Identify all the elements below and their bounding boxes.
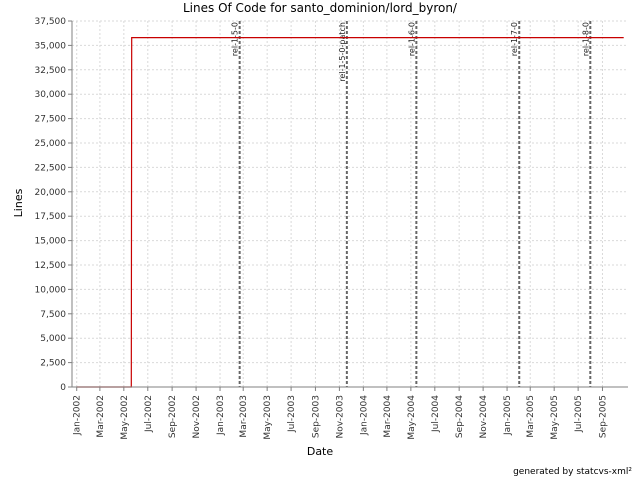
y-tick-label: 32,500 [35,66,67,76]
x-tick-label: Jul-2004 [431,395,441,433]
release-marker-label: rel-1-6-0 [407,22,416,56]
x-tick-label: May-2002 [120,395,130,440]
gridlines [72,20,628,388]
y-tick-label: 20,000 [35,188,67,198]
release-marker-label: rel-1-5-0 [231,22,240,56]
x-tick-label: Jan-2003 [216,395,226,436]
y-tick-label: 37,500 [35,17,67,27]
y-axis-ticks: 0 2,500 5,000 7,500 10,000 12,500 15,000 17,500… [35,17,72,393]
y-tick-label: 5,000 [40,334,66,344]
x-tick-label: Jan-2002 [73,395,83,436]
y-tick-label: 27,500 [35,115,67,125]
series-layer [76,36,624,388]
release-marker-label: rel-1-5-0-patch [338,22,347,82]
y-tick-label: 7,500 [40,310,66,320]
x-axis-label: Date [307,445,334,458]
y-tick-label: 12,500 [35,261,67,271]
release-marker-label: rel-1-7-0 [510,22,519,56]
x-tick-label: Sep-2003 [311,395,321,438]
x-tick-label: May-2003 [263,395,273,440]
x-tick-label: Mar-2004 [383,395,393,438]
x-tick-label: Mar-2005 [526,395,536,438]
x-tick-label: May-2005 [550,395,560,440]
y-tick-label: 25,000 [35,139,67,149]
x-tick-label: Jan-2004 [359,395,369,436]
x-axis-ticks: Jan-2002 Mar-2002 May-2002 Jul-2002 Sep-2002… [73,387,608,440]
x-tick-label: Sep-2002 [168,395,178,438]
y-tick-label: 17,500 [35,212,67,222]
release-marker-label: rel-1-8-0 [581,22,590,56]
x-tick-label: Jan-2005 [503,395,513,436]
x-tick-label: Sep-2005 [598,395,608,438]
x-tick-label: Sep-2004 [455,395,465,438]
y-tick-label: 2,500 [40,359,66,369]
loc-series-line [76,36,624,388]
x-tick-label: May-2004 [407,395,417,440]
x-tick-label: Nov-2004 [479,395,489,439]
x-tick-label: Jul-2005 [574,395,584,433]
x-tick-label: Nov-2003 [335,395,345,438]
release-markers: rel-1-5-0 rel-1-5-0-patch rel-1-6-0 rel-1-7… [231,21,592,387]
y-tick-label: 0 [60,383,66,393]
y-tick-label: 35,000 [35,41,67,51]
x-tick-label: Jul-2003 [287,395,297,433]
y-tick-label: 10,000 [35,285,67,295]
x-tick-label: Mar-2002 [96,395,106,438]
x-tick-label: Nov-2002 [192,395,202,438]
y-tick-label: 22,500 [35,163,67,173]
y-tick-label: 30,000 [35,90,67,100]
axes [71,21,628,388]
y-axis-label: Lines [12,188,25,217]
y-tick-label: 15,000 [35,237,67,247]
x-tick-label: Mar-2003 [239,395,249,438]
chart-title: Lines Of Code for santo_dominion/lord_by… [183,1,458,15]
x-tick-label: Jul-2002 [144,395,154,433]
footer-credit: generated by statcvs-xml² [513,467,632,477]
